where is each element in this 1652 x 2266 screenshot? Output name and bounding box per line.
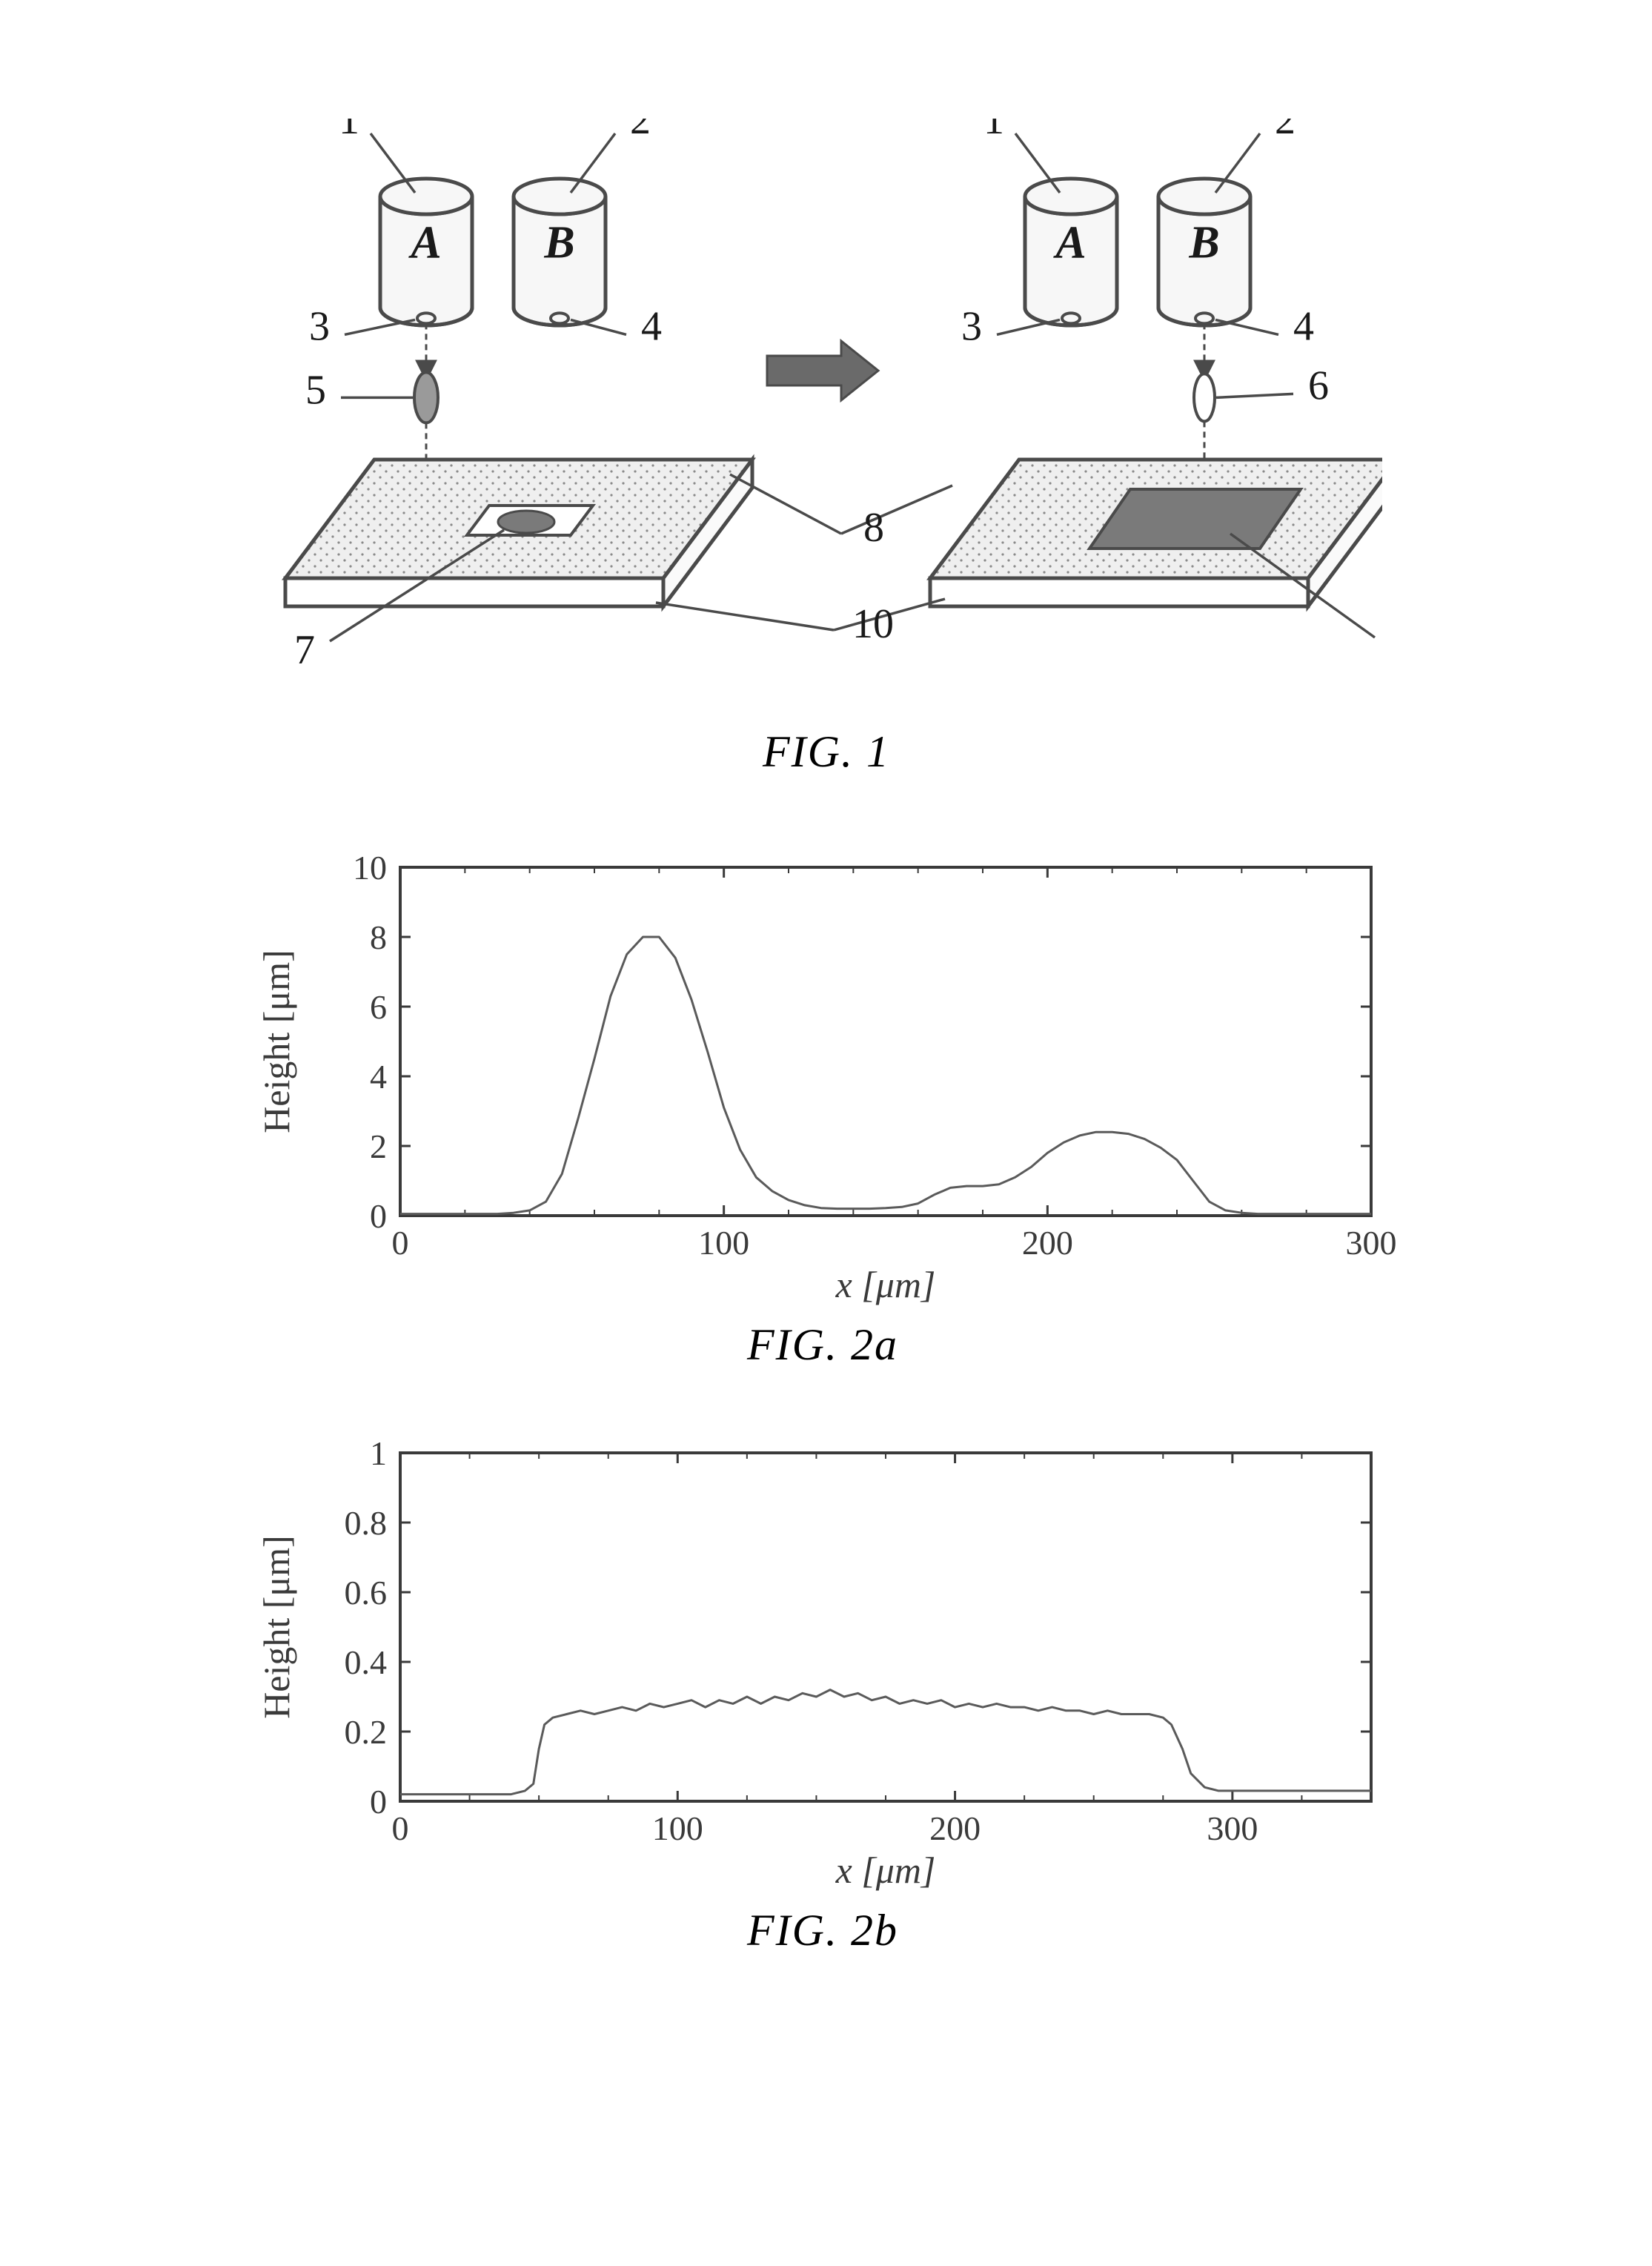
- svg-text:3: 3: [961, 303, 982, 349]
- figure-2a-caption: FIG. 2a: [245, 1319, 1401, 1371]
- svg-text:2: 2: [630, 119, 651, 143]
- svg-text:0: 0: [370, 1783, 387, 1821]
- svg-text:6: 6: [370, 988, 387, 1026]
- svg-text:B: B: [543, 218, 574, 268]
- svg-text:A: A: [408, 218, 441, 268]
- figure-2b-caption: FIG. 2b: [245, 1905, 1401, 1956]
- svg-text:10: 10: [353, 852, 387, 887]
- svg-text:100: 100: [652, 1809, 703, 1847]
- svg-text:10: 10: [852, 601, 894, 647]
- figure-2b-chart: 0 100 200 300 0 0.2 0.4 0.6 0.8 1 x [μm] Height [μm…: [245, 1438, 1401, 1898]
- svg-text:4: 4: [1293, 303, 1314, 349]
- svg-text:1: 1: [983, 119, 1004, 143]
- svg-text:0.2: 0.2: [345, 1713, 388, 1751]
- svg-text:300: 300: [1207, 1809, 1258, 1847]
- svg-text:300: 300: [1346, 1224, 1397, 1262]
- svg-text:x [μm]: x [μm]: [835, 1264, 936, 1305]
- svg-text:4: 4: [370, 1058, 387, 1096]
- figure-1-caption: FIG. 1: [271, 726, 1382, 778]
- svg-text:0: 0: [370, 1197, 387, 1235]
- svg-text:0: 0: [392, 1224, 409, 1262]
- svg-text:Height [μm]: Height [μm]: [256, 1535, 297, 1719]
- svg-text:6: 6: [1308, 362, 1329, 408]
- svg-text:4: 4: [641, 303, 662, 349]
- svg-text:200: 200: [1022, 1224, 1073, 1262]
- svg-text:8: 8: [863, 505, 884, 551]
- svg-text:8: 8: [370, 918, 387, 956]
- svg-text:200: 200: [929, 1809, 981, 1847]
- svg-text:1: 1: [370, 1438, 387, 1472]
- figure-1-diagram: ABAB123457123469810: [271, 119, 1382, 726]
- svg-text:A: A: [1052, 218, 1086, 268]
- svg-text:1: 1: [339, 119, 359, 143]
- svg-text:0.6: 0.6: [345, 1574, 388, 1611]
- svg-text:2: 2: [370, 1127, 387, 1165]
- page: ABAB123457123469810 FIG. 1 0100200300024…: [0, 0, 1652, 2266]
- svg-text:0.8: 0.8: [345, 1504, 388, 1542]
- svg-text:Height [μm]: Height [μm]: [256, 950, 297, 1133]
- svg-text:0.4: 0.4: [345, 1643, 388, 1681]
- svg-text:2: 2: [1275, 119, 1296, 143]
- svg-text:B: B: [1188, 218, 1219, 268]
- svg-text:0: 0: [392, 1809, 409, 1847]
- svg-text:7: 7: [294, 627, 315, 673]
- svg-text:3: 3: [309, 303, 330, 349]
- svg-text:x [μm]: x [μm]: [835, 1849, 936, 1891]
- figure-2a-chart: 0 100 200 300 0 2 4 6 8 10 x [μm] Height [μm]: [245, 852, 1401, 1312]
- svg-text:100: 100: [698, 1224, 749, 1262]
- svg-text:5: 5: [305, 367, 326, 413]
